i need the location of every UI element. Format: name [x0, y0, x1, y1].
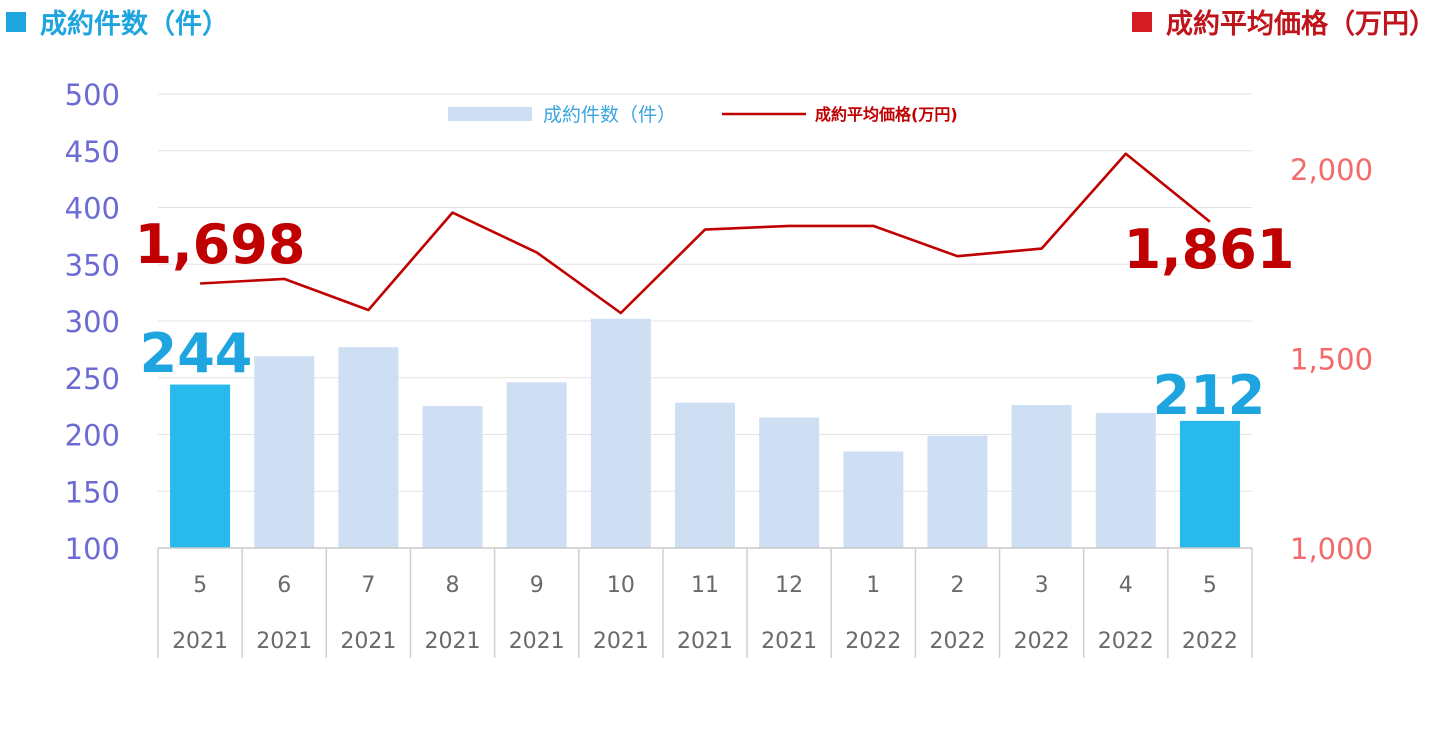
- left-axis-tick-label: 100: [65, 532, 120, 566]
- legend: 成約件数（件） 成約平均価格(万円): [448, 104, 958, 126]
- x-tick-year: 2021: [256, 629, 312, 654]
- x-tick-month: 5: [1203, 573, 1217, 598]
- x-tick-month: 2: [950, 573, 964, 598]
- bar: [927, 435, 988, 548]
- bar: [759, 417, 820, 548]
- bar: [170, 384, 231, 548]
- data-label-callout: 244: [140, 322, 253, 385]
- bar: [1095, 412, 1156, 548]
- left-axis-tick-label: 400: [65, 192, 120, 226]
- x-tick-year: 2021: [509, 629, 565, 654]
- bar: [338, 347, 399, 548]
- left-axis-tick-label: 150: [65, 475, 120, 509]
- x-tick-month: 1: [866, 573, 880, 598]
- x-axis-table: 5202162021720218202192021102021112021122…: [157, 547, 1253, 658]
- data-label-callout: 1,698: [135, 213, 306, 276]
- x-tick-year: 2021: [340, 629, 396, 654]
- right-y-axis: 1,000 1,500 2,000: [1290, 153, 1373, 566]
- x-tick-year: 2021: [677, 629, 733, 654]
- x-tick-month: 6: [277, 573, 291, 598]
- bar: [422, 406, 483, 548]
- x-tick-month: 11: [691, 573, 719, 598]
- x-tick-month: 4: [1119, 573, 1133, 598]
- bar-series: [170, 318, 1240, 548]
- left-axis-tick-label: 300: [65, 305, 120, 339]
- x-tick-year: 2021: [172, 629, 228, 654]
- x-tick-month: 3: [1035, 573, 1049, 598]
- x-tick-year: 2022: [1014, 629, 1070, 654]
- x-tick-year: 2021: [761, 629, 817, 654]
- left-axis-tick-label: 350: [65, 248, 120, 282]
- data-label-callout: 1,861: [1124, 218, 1295, 281]
- bar: [1011, 404, 1072, 548]
- x-tick-year: 2022: [845, 629, 901, 654]
- bar: [1179, 420, 1240, 548]
- line-series: [200, 152, 1211, 315]
- x-tick-year: 2022: [1182, 629, 1238, 654]
- price-line: [200, 152, 1211, 315]
- right-axis-tick-label: 2,000: [1290, 153, 1373, 187]
- left-axis-tick-label: 450: [65, 135, 120, 169]
- right-axis-title-text: 成約平均価格（万円）: [1166, 9, 1436, 40]
- bar: [590, 318, 651, 548]
- bar: [254, 356, 315, 548]
- right-axis-tick-label: 1,000: [1290, 532, 1373, 566]
- left-axis-tick-label: 250: [65, 362, 120, 396]
- left-axis-title: 成約件数（件）: [6, 2, 229, 41]
- bar: [675, 402, 735, 548]
- left-axis-title-text: 成約件数（件）: [40, 9, 229, 40]
- x-tick-year: 2021: [425, 629, 481, 654]
- x-tick-month: 7: [361, 573, 375, 598]
- right-axis-title: 成約平均価格（万円）: [1132, 2, 1436, 41]
- x-tick-month: 8: [446, 573, 460, 598]
- x-tick-month: 5: [193, 573, 207, 598]
- left-axis-tick-label: 500: [65, 78, 120, 112]
- left-axis-tick-label: 200: [65, 419, 120, 453]
- x-tick-year: 2021: [593, 629, 649, 654]
- legend-label-line: 成約平均価格(万円): [815, 105, 958, 124]
- x-tick-month: 10: [607, 573, 635, 598]
- data-label-callout: 212: [1153, 364, 1266, 427]
- x-tick-month: 9: [530, 573, 544, 598]
- left-title-square-icon: [6, 12, 26, 32]
- bar: [843, 451, 904, 548]
- x-tick-year: 2022: [1098, 629, 1154, 654]
- legend-label-bars: 成約件数（件）: [543, 104, 676, 126]
- legend-swatch-bars: [448, 107, 532, 121]
- data-labels: 244 212 1,698 1,861: [135, 213, 1295, 427]
- x-tick-month: 12: [775, 573, 803, 598]
- left-y-axis: 100 150 200 250 300 350 400 450 500: [65, 78, 120, 566]
- right-title-square-icon: [1132, 12, 1152, 32]
- bar: [506, 382, 567, 548]
- right-axis-tick-label: 1,500: [1290, 343, 1373, 377]
- x-tick-year: 2022: [929, 629, 985, 654]
